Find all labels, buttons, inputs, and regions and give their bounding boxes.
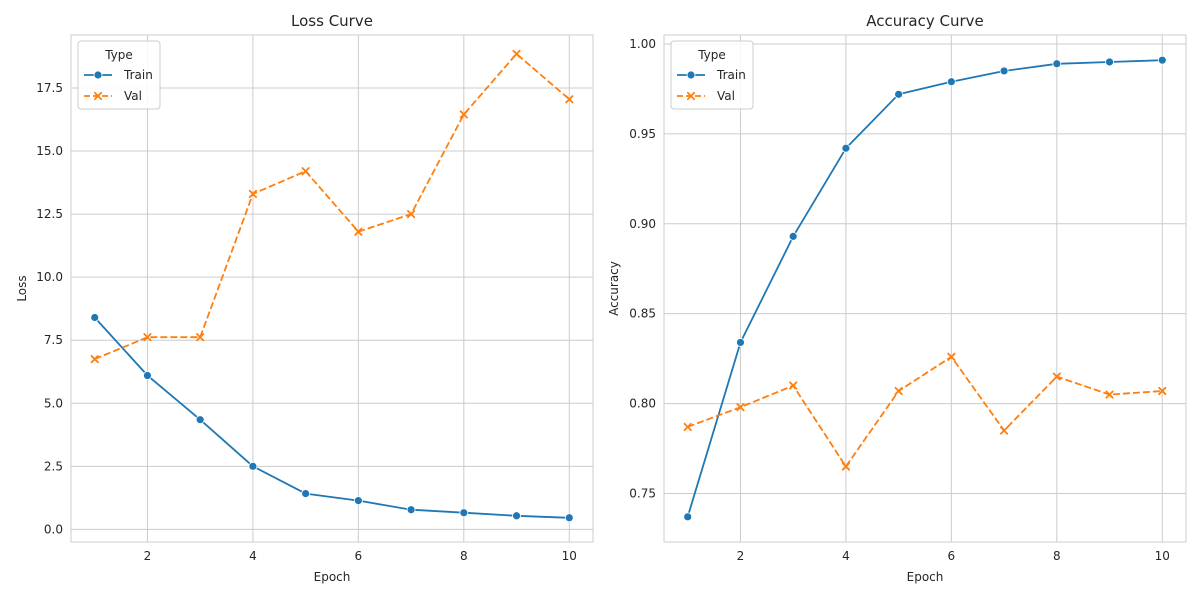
loss-y-tick-label: 2.5 [44,459,63,473]
accuracy-val-point [999,426,1009,435]
accuracy-legend-val-label: Val [717,89,735,103]
accuracy-train-line [686,59,1163,518]
accuracy-val-line [687,355,1163,468]
accuracy-y-axis-label: Accuracy [607,261,621,316]
loss-train-point [512,511,521,521]
loss-train-point [143,371,152,380]
loss-val-point [248,189,258,199]
loss-val-point [512,49,521,59]
accuracy-y-tick-label: 0.80 [629,397,656,411]
loss-y-axis-label: Loss [15,275,29,301]
loss-legend-box [77,40,161,110]
loss-y-tick-label: 10.0 [36,270,63,284]
loss-train-point [564,513,574,523]
loss-legend: Type Train Val [77,40,161,110]
accuracy-val-point [894,386,903,396]
loss-val-point [406,209,416,219]
accuracy-train-point [1052,59,1062,69]
loss-x-tick-label: 10 [562,549,577,563]
accuracy-val-point [683,422,692,432]
accuracy-train-point [1157,55,1167,65]
loss-val-line [94,53,570,360]
loss-val-point [196,333,205,342]
loss-plot-area [70,34,594,543]
loss-train-line [94,316,570,519]
loss-x-tick-label: 6 [355,549,363,563]
accuracy-x-tick-label: 2 [737,549,745,563]
accuracy-chart-panel: 2 4 6 8 10 0.75 0.80 0.85 0.90 0.95 1.00 Accuracy C… [607,12,1187,584]
accuracy-y-tick-label: 0.75 [629,486,656,500]
accuracy-y-tick-label: 0.95 [629,127,656,141]
accuracy-train-point [841,143,851,153]
accuracy-chart-title: Accuracy Curve [866,12,984,30]
accuracy-train-point [1105,57,1114,67]
loss-train-point [353,496,363,506]
loss-train-point [195,415,205,425]
accuracy-train-point [736,338,745,347]
loss-x-tick-label: 4 [249,549,257,563]
accuracy-train-point [946,77,956,87]
loss-val-point [565,95,574,104]
accuracy-y-tick-label: 1.00 [629,37,656,51]
loss-train-point [406,505,416,515]
accuracy-legend: Type Train Val [670,40,754,110]
loss-train-point [248,461,258,471]
accuracy-y-tick-label: 0.90 [629,217,656,231]
loss-x-tick-label: 8 [460,549,468,563]
loss-train-point [301,489,311,498]
loss-y-tick-label: 0.0 [44,522,63,536]
accuracy-train-point [894,89,904,99]
loss-y-tick-label: 12.5 [36,207,63,221]
loss-y-tick-label: 17.5 [36,81,63,95]
accuracy-x-tick-label: 8 [1053,549,1061,563]
accuracy-x-tick-label: 4 [842,549,850,563]
loss-y-tick-label: 15.0 [36,144,63,158]
loss-legend-val-marker [93,91,103,101]
loss-y-tick-label: 7.5 [44,333,63,347]
loss-legend-train-marker [93,70,103,80]
loss-train-point [459,508,469,518]
accuracy-plot-area [663,34,1187,543]
accuracy-train-point [788,231,798,241]
accuracy-val-point [789,381,798,390]
accuracy-legend-title: Type [697,48,726,62]
loss-val-point [143,333,152,342]
accuracy-x-tick-label: 10 [1155,549,1170,563]
accuracy-val-point [736,403,745,412]
accuracy-val-point [1105,390,1114,399]
accuracy-legend-box [670,40,754,110]
loss-chart-panel: 2 4 6 8 10 0.0 2.5 5.0 7.5 10.0 12.5 15.0 17.5 Loss C… [15,12,594,584]
loss-x-axis-label: Epoch [314,570,351,584]
loss-train-point [90,313,100,322]
accuracy-val-point [947,352,956,361]
loss-chart-title: Loss Curve [291,12,373,30]
accuracy-x-tick-label: 6 [948,549,956,563]
loss-legend-train-label: Train [123,68,153,82]
accuracy-legend-val-marker [686,91,696,101]
loss-val-point [301,167,310,176]
accuracy-train-point [999,66,1009,76]
accuracy-x-axis-label: Epoch [907,570,944,584]
accuracy-val-point [841,462,851,471]
loss-val-point [90,355,99,364]
loss-legend-val-label: Val [124,89,142,103]
accuracy-y-tick-label: 0.85 [629,307,656,321]
accuracy-legend-train-marker [686,70,696,80]
accuracy-val-point [1158,386,1167,396]
loss-legend-title: Type [104,48,133,62]
accuracy-legend-train-label: Train [716,68,746,82]
accuracy-train-point [683,512,693,522]
loss-val-point [354,227,363,236]
loss-y-tick-label: 5.0 [44,396,63,410]
loss-x-tick-label: 2 [144,549,152,563]
loss-val-point [459,110,468,119]
accuracy-val-point [1052,372,1061,381]
